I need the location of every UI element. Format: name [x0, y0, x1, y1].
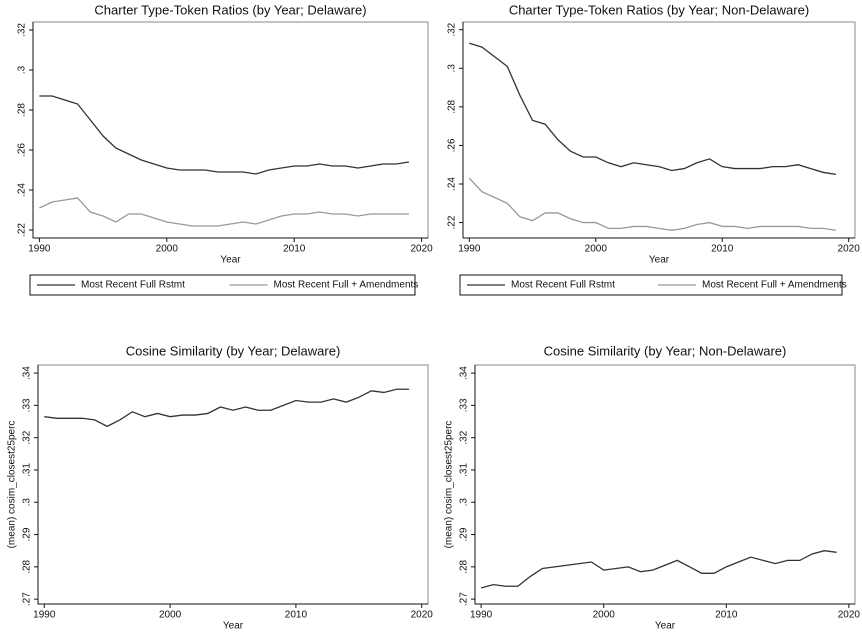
plot-frame — [462, 21, 856, 239]
x-axis-label: Year — [655, 621, 676, 632]
chart-title: Charter Type-Token Ratios (by Year; Non-… — [509, 2, 809, 17]
x-tick-label: 2000 — [156, 244, 179, 255]
y-tick-label: .26 — [447, 138, 458, 152]
x-axis-label: Year — [649, 255, 670, 266]
x-tick-label: 1990 — [33, 610, 56, 621]
y-tick-label: .28 — [17, 103, 28, 117]
x-tick-label: 2000 — [159, 610, 182, 621]
y-tick-label: .3 — [17, 65, 28, 74]
y-tick-label: .26 — [17, 143, 28, 157]
plot-frame — [474, 364, 856, 605]
y-tick-label: .29 — [22, 527, 33, 541]
y-tick-label: .32 — [459, 430, 470, 444]
y-tick-label: .34 — [459, 366, 470, 380]
x-tick-label: 2010 — [283, 244, 306, 255]
y-tick-label: .3 — [447, 64, 458, 73]
data-line — [39, 95, 409, 175]
chart-title: Charter Type-Token Ratios (by Year; Dela… — [94, 2, 366, 17]
x-tick-label: 2020 — [838, 610, 861, 621]
x-axis-label: Year — [223, 621, 244, 632]
x-tick-label: 1990 — [470, 610, 493, 621]
y-tick-label: .28 — [459, 559, 470, 573]
legend-box — [459, 274, 843, 296]
x-tick-label: 1990 — [28, 244, 51, 255]
y-tick-label: .3 — [459, 498, 470, 507]
x-tick-label: 2020 — [838, 244, 861, 255]
x-tick-label: 2020 — [411, 610, 434, 621]
x-tick-label: 1990 — [458, 244, 481, 255]
y-tick-label: .27 — [22, 592, 33, 606]
data-line — [480, 550, 837, 589]
y-tick-label: .24 — [447, 177, 458, 191]
y-tick-label: .29 — [459, 527, 470, 541]
x-tick-label: 2010 — [285, 610, 308, 621]
x-tick-label: 2000 — [593, 610, 616, 621]
x-axis-label: Year — [220, 255, 241, 266]
legend-label: Most Recent Full Rstmt — [511, 280, 615, 291]
x-tick-label: 2000 — [585, 244, 608, 255]
data-line — [468, 177, 837, 231]
x-tick-label: 2010 — [711, 244, 734, 255]
y-tick-label: .22 — [447, 215, 458, 229]
legend-box — [29, 274, 416, 296]
y-tick-label: .24 — [17, 183, 28, 197]
legend-label: Most Recent Full Rstmt — [81, 280, 185, 291]
y-tick-label: .33 — [459, 398, 470, 412]
y-tick-label: .28 — [22, 559, 33, 573]
plot-frame — [32, 21, 429, 239]
x-tick-label: 2010 — [715, 610, 738, 621]
y-tick-label: .33 — [22, 398, 33, 412]
y-tick-label: .22 — [17, 223, 28, 237]
data-line — [469, 42, 837, 176]
y-tick-label: .31 — [22, 463, 33, 477]
y-tick-label: .27 — [459, 592, 470, 606]
legend-label: Most Recent Full + Amendments — [702, 280, 847, 291]
plot-frame — [37, 364, 429, 605]
y-tick-label: .28 — [447, 99, 458, 113]
data-line — [44, 388, 410, 428]
chart-title: Cosine Similarity (by Year; Non-Delaware… — [544, 343, 787, 358]
y-axis-label: (mean) cosim_closest25perc — [7, 421, 18, 549]
x-tick-label: 2020 — [411, 244, 434, 255]
data-line — [39, 197, 409, 227]
y-tick-label: .3 — [22, 498, 33, 507]
legend-label: Most Recent Full + Amendments — [274, 280, 419, 291]
y-tick-label: .32 — [22, 430, 33, 444]
y-axis-label: (mean) cosim_closest25perc — [444, 421, 455, 549]
chart-title: Cosine Similarity (by Year; Delaware) — [126, 343, 341, 358]
y-tick-label: .34 — [22, 366, 33, 380]
y-tick-label: .31 — [459, 463, 470, 477]
y-tick-label: .32 — [17, 23, 28, 37]
y-tick-label: .32 — [447, 22, 458, 36]
